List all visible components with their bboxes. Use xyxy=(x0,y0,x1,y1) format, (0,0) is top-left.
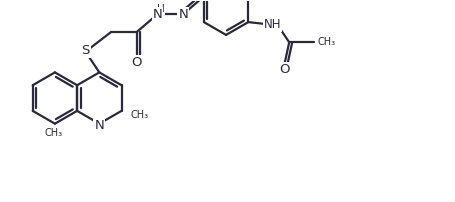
Text: NH: NH xyxy=(264,18,281,31)
Text: S: S xyxy=(81,44,90,57)
Text: CH₃: CH₃ xyxy=(45,127,63,138)
Text: H: H xyxy=(157,4,164,14)
Text: O: O xyxy=(279,63,289,76)
Text: N: N xyxy=(152,8,162,21)
Text: CH₃: CH₃ xyxy=(131,110,148,120)
Text: N: N xyxy=(95,119,104,132)
Text: N: N xyxy=(178,8,188,21)
Text: CH₃: CH₃ xyxy=(318,37,336,47)
Text: O: O xyxy=(131,56,142,69)
